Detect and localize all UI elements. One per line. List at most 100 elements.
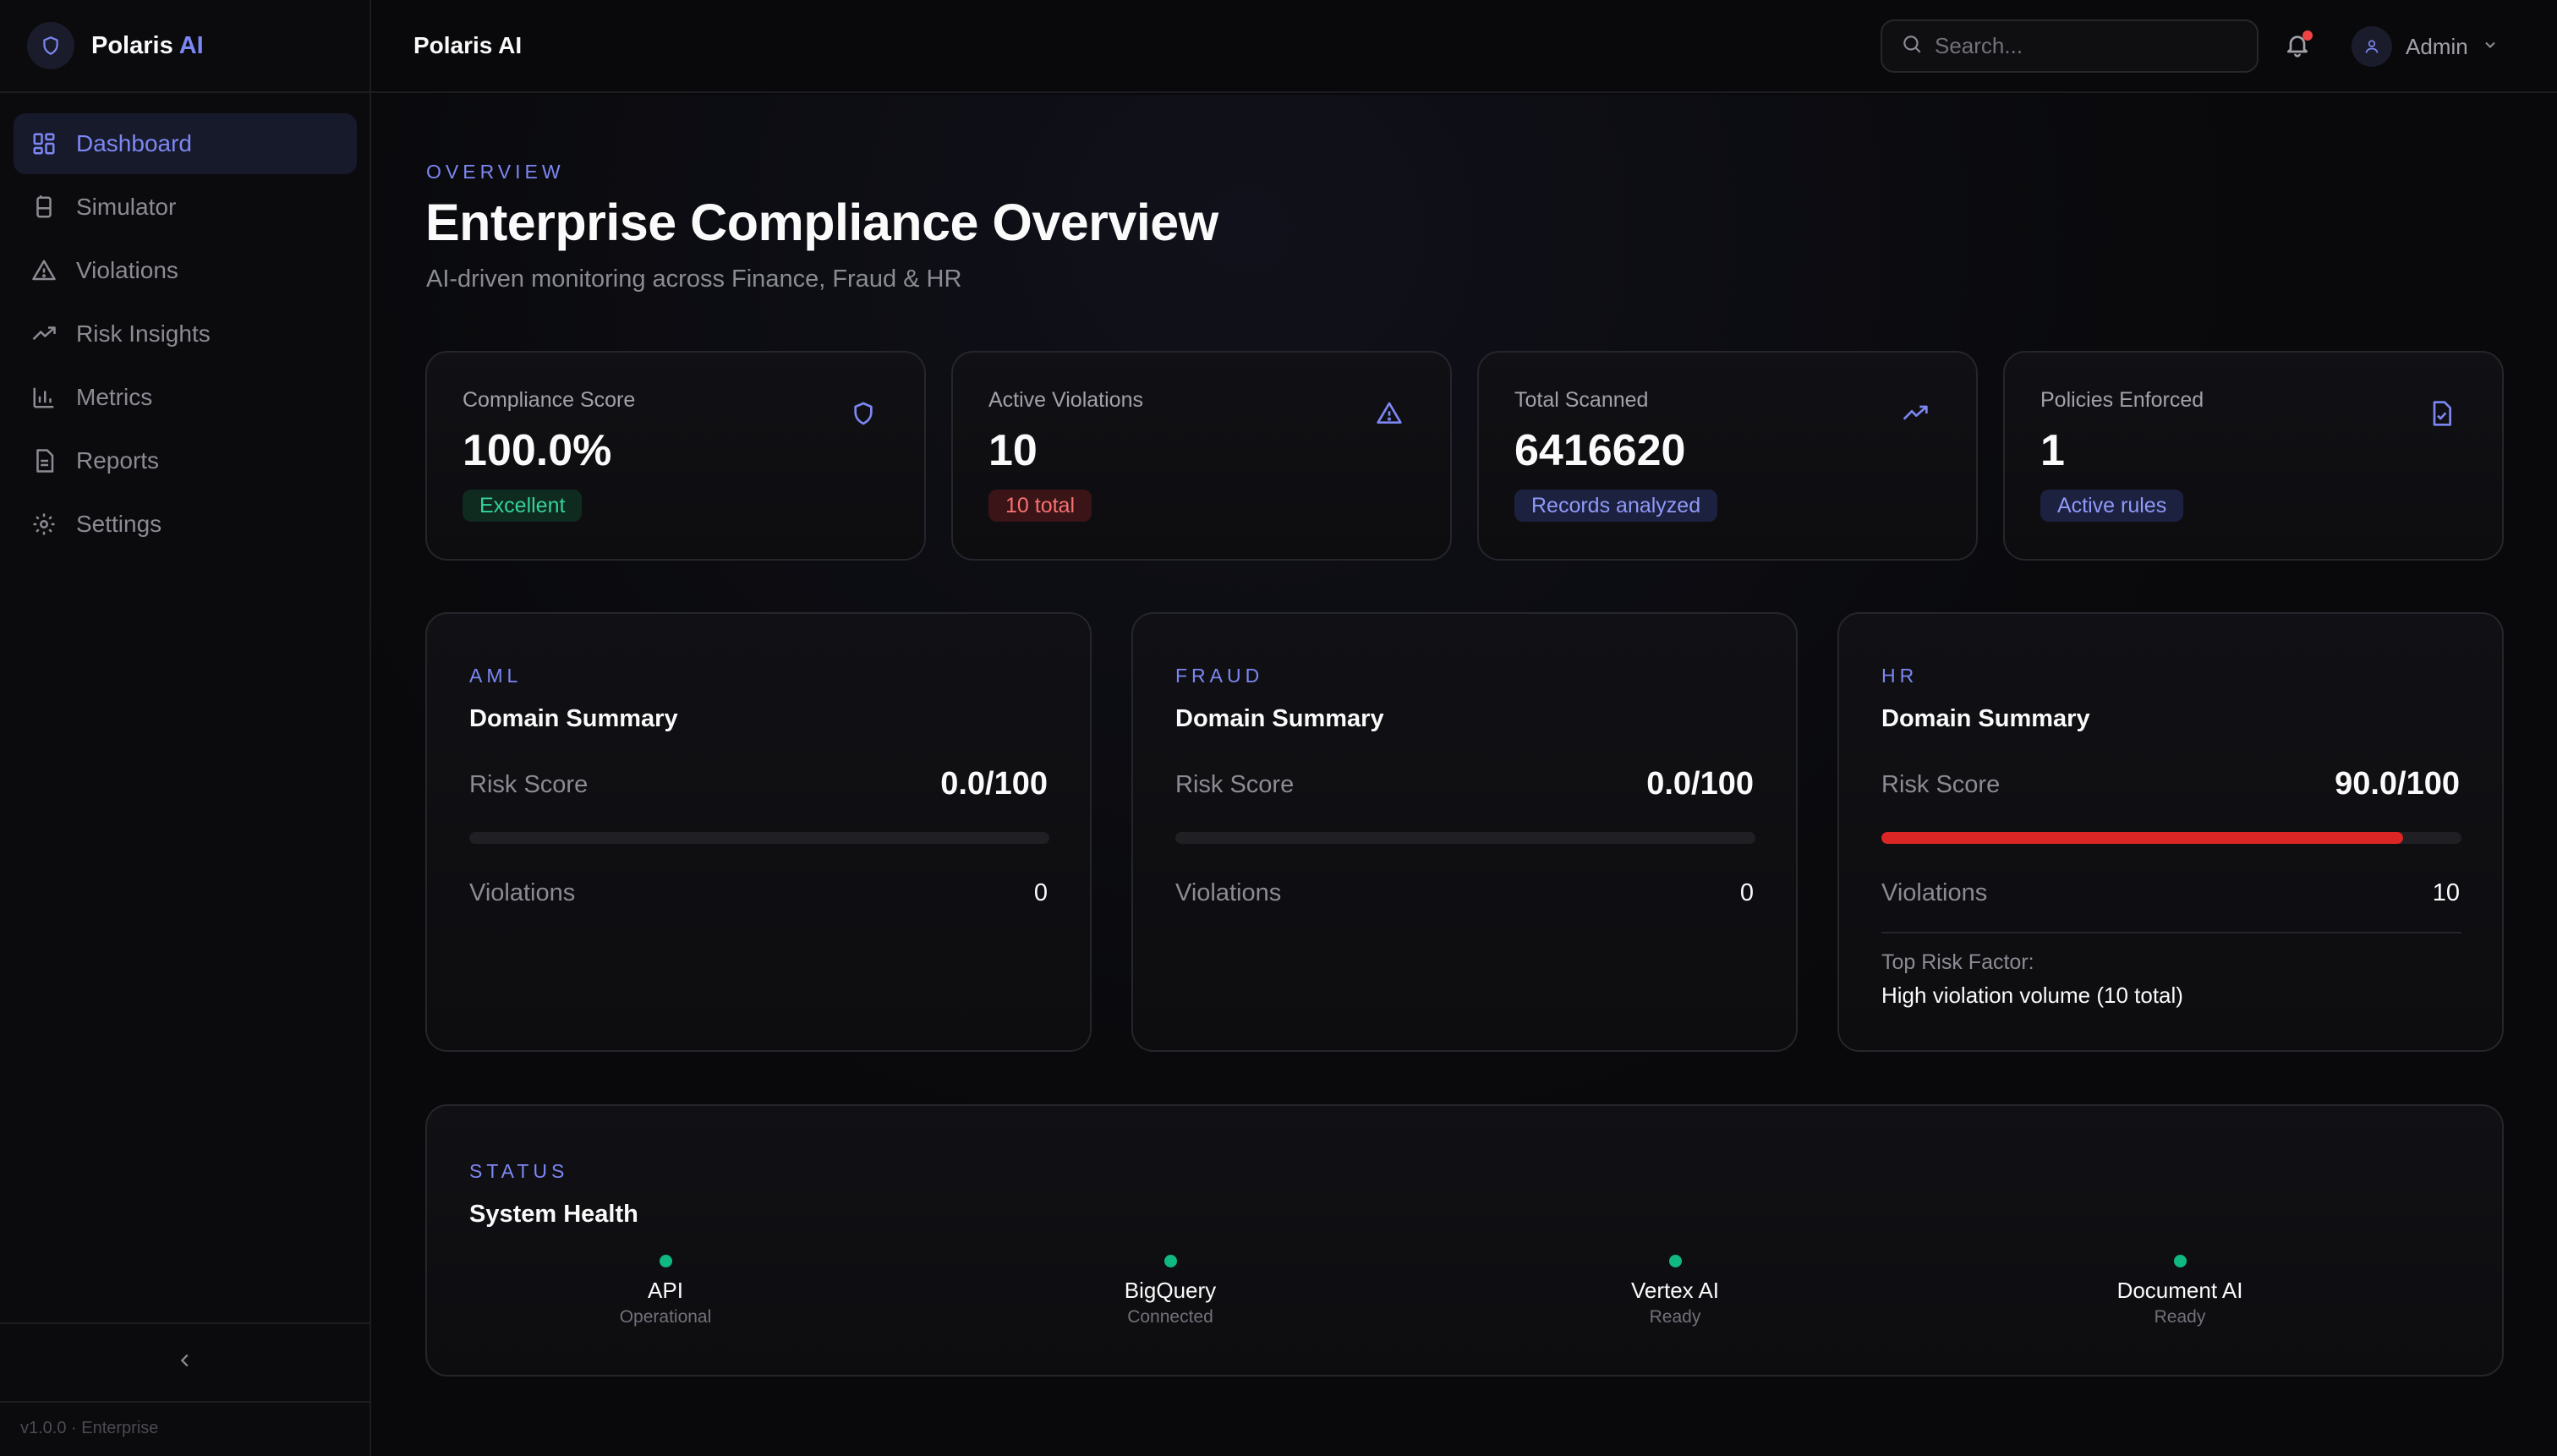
topbar-title: Polaris AI <box>413 32 523 58</box>
stat-value: 6416620 <box>1514 426 1686 475</box>
notification-dot <box>2302 30 2313 41</box>
sidebar-item-settings[interactable]: Settings <box>14 494 357 555</box>
bell-icon <box>2287 36 2308 57</box>
violations-label: Violations <box>469 879 576 906</box>
sidebar-item-metrics[interactable]: Metrics <box>14 367 357 428</box>
status-badge: Active rules <box>2040 490 2184 522</box>
risk-progress-fill <box>1881 832 2404 844</box>
sidebar-item-label: Simulator <box>76 194 177 220</box>
health-eyebrow: STATUS <box>469 1160 569 1182</box>
service-status-bigquery: BigQuery Connected <box>1043 1255 1297 1327</box>
service-status: Connected <box>1127 1307 1213 1327</box>
stat-label: Compliance Score <box>463 388 636 412</box>
violations-value: 0 <box>1739 879 1754 906</box>
sidebar-nav: Dashboard Simulator Violations Risk Insi… <box>14 113 357 557</box>
stat-label: Total Scanned <box>1514 388 1649 412</box>
status-dot <box>1668 1255 1682 1267</box>
domain-title: Domain Summary <box>1175 705 1384 732</box>
user-icon <box>2365 40 2379 53</box>
domain-card-fraud: FRAUD Domain Summary Risk Score 0.0/100 … <box>1131 612 1798 1052</box>
status-badge: Excellent <box>463 490 583 522</box>
stat-card-total-scanned: Total Scanned 6416620 Records analyzed <box>1477 351 1978 561</box>
user-name: Admin <box>2406 33 2468 59</box>
sidebar-item-label: Dashboard <box>76 130 192 156</box>
brand-name: Polaris AI <box>91 32 204 60</box>
avatar <box>2352 26 2392 67</box>
sidebar-item-label: Reports <box>76 447 160 473</box>
divider <box>1881 932 2461 933</box>
top-risk-factor-label: Top Risk Factor: <box>1881 950 2034 974</box>
sidebar-item-label: Violations <box>76 257 178 283</box>
service-status: Ready <box>1649 1307 1701 1327</box>
search-icon <box>1901 33 1923 59</box>
risk-progress-bar <box>469 832 1049 844</box>
version-label: v1.0.0 · Enterprise <box>20 1419 159 1437</box>
notifications-button[interactable] <box>2284 30 2313 61</box>
violations-label: Violations <box>1881 879 1988 906</box>
service-status: Ready <box>2154 1307 2206 1327</box>
violations-label: Violations <box>1175 879 1282 906</box>
main-content: OVERVIEW Enterprise Compliance Overview … <box>371 95 2557 1456</box>
status-dot <box>2173 1255 2187 1267</box>
service-name: Document AI <box>2116 1278 2243 1303</box>
topbar: Polaris AI Admin <box>371 0 2557 93</box>
trending-up-icon <box>1903 405 1928 420</box>
service-status-vertex-ai: Vertex AI Ready <box>1548 1255 1802 1327</box>
page-subtitle: AI-driven monitoring across Finance, Fra… <box>426 265 962 293</box>
stat-card-active-violations: Active Violations 10 10 total <box>951 351 1452 561</box>
sidebar-item-simulator[interactable]: Simulator <box>14 177 357 238</box>
domain-title: Domain Summary <box>1881 705 2090 732</box>
violations-value: 10 <box>2432 879 2460 906</box>
sidebar-item-label: Risk Insights <box>76 320 211 347</box>
page-title: Enterprise Compliance Overview <box>425 194 1218 251</box>
chevron-down-icon <box>2482 36 2499 57</box>
service-name: BigQuery <box>1124 1278 1217 1303</box>
user-menu[interactable]: Admin <box>2352 25 2499 68</box>
shield-icon <box>854 402 873 425</box>
risk-progress-bar <box>1881 832 2461 844</box>
status-badge: 10 total <box>988 490 1092 522</box>
sidebar-item-reports[interactable]: Reports <box>14 430 357 491</box>
risk-score-label: Risk Score <box>1175 771 1295 798</box>
risk-score-label: Risk Score <box>469 771 589 798</box>
chevron-left-icon <box>176 1351 194 1374</box>
sidebar-item-label: Settings <box>76 511 162 537</box>
file-check-icon <box>2433 401 2451 426</box>
domain-eyebrow: AML <box>469 665 523 687</box>
domain-card-aml: AML Domain Summary Risk Score 0.0/100 Vi… <box>425 612 1092 1052</box>
document-icon <box>30 447 57 474</box>
service-status-document-ai: Document AI Ready <box>2053 1255 2307 1327</box>
service-status-api: API Operational <box>539 1255 792 1327</box>
sidebar: Polaris AI Dashboard Simulator Violation… <box>0 0 371 1456</box>
top-risk-factor-value: High violation volume (10 total) <box>1881 983 2183 1008</box>
shield-logo-icon <box>27 22 74 69</box>
trending-up-icon <box>30 320 57 348</box>
service-name: Vertex AI <box>1630 1278 1720 1303</box>
page-eyebrow: OVERVIEW <box>426 161 565 183</box>
violations-value: 0 <box>1033 879 1048 906</box>
sidebar-item-violations[interactable]: Violations <box>14 240 357 301</box>
collapse-sidebar-button[interactable] <box>0 1322 370 1403</box>
risk-progress-bar <box>1175 832 1755 844</box>
sidebar-item-risk-insights[interactable]: Risk Insights <box>14 304 357 364</box>
gear-icon <box>30 511 57 538</box>
brand-name-text: Polaris <box>91 31 173 59</box>
search-box[interactable] <box>1881 19 2259 73</box>
stat-value: 100.0% <box>463 426 612 475</box>
health-title: System Health <box>469 1201 638 1228</box>
service-name: API <box>648 1278 683 1303</box>
sidebar-brand: Polaris AI <box>0 0 370 93</box>
stat-label: Active Violations <box>988 388 1143 412</box>
risk-score-value: 0.0/100 <box>940 766 1048 802</box>
stat-label: Policies Enforced <box>2040 388 2204 412</box>
dashboard-icon <box>30 130 57 157</box>
stat-value: 10 <box>988 426 1038 475</box>
status-dot <box>1164 1255 1177 1267</box>
sidebar-item-dashboard[interactable]: Dashboard <box>14 113 357 174</box>
stat-card-policies-enforced: Policies Enforced 1 Active rules <box>2003 351 2504 561</box>
search-input[interactable] <box>1935 33 2239 59</box>
domain-title: Domain Summary <box>469 705 678 732</box>
stat-value: 1 <box>2040 426 2065 475</box>
status-dot <box>659 1255 672 1267</box>
stat-card-compliance-score: Compliance Score 100.0% Excellent <box>425 351 926 561</box>
